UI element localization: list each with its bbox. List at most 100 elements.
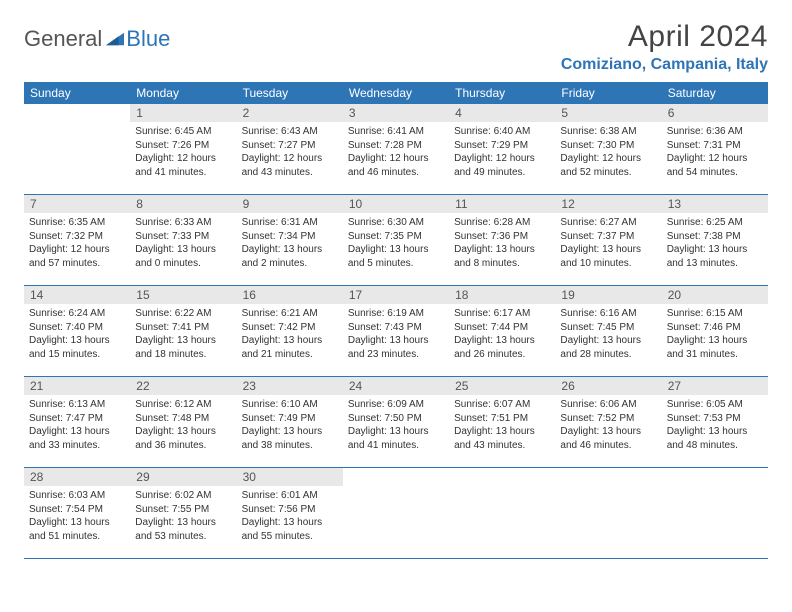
daylight: Daylight: 13 hours — [454, 425, 550, 439]
daylight: and 41 minutes. — [348, 439, 444, 453]
weekday-header: Saturday — [662, 82, 768, 104]
day-cell: Sunrise: 6:15 AMSunset: 7:46 PMDaylight:… — [662, 304, 768, 376]
daylight: and 13 minutes. — [667, 257, 763, 271]
sunset: Sunset: 7:28 PM — [348, 139, 444, 153]
day-number: 8 — [130, 195, 236, 213]
day-cell: Sunrise: 6:24 AMSunset: 7:40 PMDaylight:… — [24, 304, 130, 376]
daylight: and 18 minutes. — [135, 348, 231, 362]
weekday-header: Wednesday — [343, 82, 449, 104]
daylight: and 15 minutes. — [29, 348, 125, 362]
day-cell: Sunrise: 6:41 AMSunset: 7:28 PMDaylight:… — [343, 122, 449, 194]
daylight: Daylight: 13 hours — [29, 516, 125, 530]
weekday-header-row: SundayMondayTuesdayWednesdayThursdayFrid… — [24, 82, 768, 104]
weekday-header: Sunday — [24, 82, 130, 104]
day-cell: Sunrise: 6:22 AMSunset: 7:41 PMDaylight:… — [130, 304, 236, 376]
daylight: Daylight: 13 hours — [29, 425, 125, 439]
day-cell: Sunrise: 6:13 AMSunset: 7:47 PMDaylight:… — [24, 395, 130, 467]
logo: General Blue — [24, 20, 170, 52]
empty-cell — [662, 486, 768, 558]
daylight: and 36 minutes. — [135, 439, 231, 453]
day-cell: Sunrise: 6:19 AMSunset: 7:43 PMDaylight:… — [343, 304, 449, 376]
day-number: 25 — [449, 377, 555, 395]
daylight: Daylight: 13 hours — [135, 516, 231, 530]
day-cell: Sunrise: 6:28 AMSunset: 7:36 PMDaylight:… — [449, 213, 555, 285]
sunrise: Sunrise: 6:05 AM — [667, 398, 763, 412]
day-cell: Sunrise: 6:03 AMSunset: 7:54 PMDaylight:… — [24, 486, 130, 558]
sunset: Sunset: 7:45 PM — [560, 321, 656, 335]
empty-cell — [449, 486, 555, 558]
weekday-header: Tuesday — [237, 82, 343, 104]
week-row: Sunrise: 6:24 AMSunset: 7:40 PMDaylight:… — [24, 304, 768, 377]
logo-part2: Blue — [126, 26, 170, 52]
day-number: 22 — [130, 377, 236, 395]
sunrise: Sunrise: 6:21 AM — [242, 307, 338, 321]
week-row: Sunrise: 6:13 AMSunset: 7:47 PMDaylight:… — [24, 395, 768, 468]
sunrise: Sunrise: 6:16 AM — [560, 307, 656, 321]
sunset: Sunset: 7:34 PM — [242, 230, 338, 244]
logo-triangle-icon — [106, 32, 124, 46]
week-row: Sunrise: 6:03 AMSunset: 7:54 PMDaylight:… — [24, 486, 768, 559]
day-cell: Sunrise: 6:01 AMSunset: 7:56 PMDaylight:… — [237, 486, 343, 558]
sunset: Sunset: 7:52 PM — [560, 412, 656, 426]
sunrise: Sunrise: 6:27 AM — [560, 216, 656, 230]
day-number: 19 — [555, 286, 661, 304]
sunset: Sunset: 7:44 PM — [454, 321, 550, 335]
empty-cell — [343, 486, 449, 558]
daylight: Daylight: 13 hours — [135, 243, 231, 257]
sunset: Sunset: 7:27 PM — [242, 139, 338, 153]
sunrise: Sunrise: 6:31 AM — [242, 216, 338, 230]
day-number: 26 — [555, 377, 661, 395]
day-number: 16 — [237, 286, 343, 304]
sunset: Sunset: 7:48 PM — [135, 412, 231, 426]
day-number: 11 — [449, 195, 555, 213]
day-cell: Sunrise: 6:07 AMSunset: 7:51 PMDaylight:… — [449, 395, 555, 467]
sunset: Sunset: 7:56 PM — [242, 503, 338, 517]
day-cell: Sunrise: 6:06 AMSunset: 7:52 PMDaylight:… — [555, 395, 661, 467]
day-number: 23 — [237, 377, 343, 395]
daylight: and 8 minutes. — [454, 257, 550, 271]
day-number-row: 123456 — [24, 104, 768, 122]
daylight: Daylight: 13 hours — [348, 425, 444, 439]
daylight: Daylight: 13 hours — [242, 516, 338, 530]
day-cell: Sunrise: 6:02 AMSunset: 7:55 PMDaylight:… — [130, 486, 236, 558]
day-number: 27 — [662, 377, 768, 395]
day-number: 9 — [237, 195, 343, 213]
daylight: and 38 minutes. — [242, 439, 338, 453]
daylight: and 41 minutes. — [135, 166, 231, 180]
sunset: Sunset: 7:30 PM — [560, 139, 656, 153]
daylight: and 57 minutes. — [29, 257, 125, 271]
day-cell: Sunrise: 6:36 AMSunset: 7:31 PMDaylight:… — [662, 122, 768, 194]
daylight: Daylight: 12 hours — [560, 152, 656, 166]
day-cell: Sunrise: 6:21 AMSunset: 7:42 PMDaylight:… — [237, 304, 343, 376]
daylight: Daylight: 13 hours — [667, 334, 763, 348]
daylight: and 49 minutes. — [454, 166, 550, 180]
sunset: Sunset: 7:26 PM — [135, 139, 231, 153]
daylight: Daylight: 13 hours — [135, 425, 231, 439]
daylight: and 51 minutes. — [29, 530, 125, 544]
day-number: 13 — [662, 195, 768, 213]
daylight: Daylight: 12 hours — [242, 152, 338, 166]
daylight: and 0 minutes. — [135, 257, 231, 271]
sunset: Sunset: 7:47 PM — [29, 412, 125, 426]
daylight: and 33 minutes. — [29, 439, 125, 453]
day-number: 3 — [343, 104, 449, 122]
sunset: Sunset: 7:43 PM — [348, 321, 444, 335]
day-number: 2 — [237, 104, 343, 122]
sunset: Sunset: 7:32 PM — [29, 230, 125, 244]
daylight: and 54 minutes. — [667, 166, 763, 180]
daylight: Daylight: 13 hours — [242, 425, 338, 439]
sunset: Sunset: 7:53 PM — [667, 412, 763, 426]
sunrise: Sunrise: 6:40 AM — [454, 125, 550, 139]
day-cell: Sunrise: 6:33 AMSunset: 7:33 PMDaylight:… — [130, 213, 236, 285]
daylight: and 55 minutes. — [242, 530, 338, 544]
day-cell: Sunrise: 6:30 AMSunset: 7:35 PMDaylight:… — [343, 213, 449, 285]
daylight: Daylight: 12 hours — [454, 152, 550, 166]
sunset: Sunset: 7:37 PM — [560, 230, 656, 244]
sunrise: Sunrise: 6:24 AM — [29, 307, 125, 321]
daylight: Daylight: 13 hours — [348, 243, 444, 257]
day-cell: Sunrise: 6:16 AMSunset: 7:45 PMDaylight:… — [555, 304, 661, 376]
day-number: 6 — [662, 104, 768, 122]
daylight: and 53 minutes. — [135, 530, 231, 544]
daylight: and 46 minutes. — [560, 439, 656, 453]
sunrise: Sunrise: 6:36 AM — [667, 125, 763, 139]
